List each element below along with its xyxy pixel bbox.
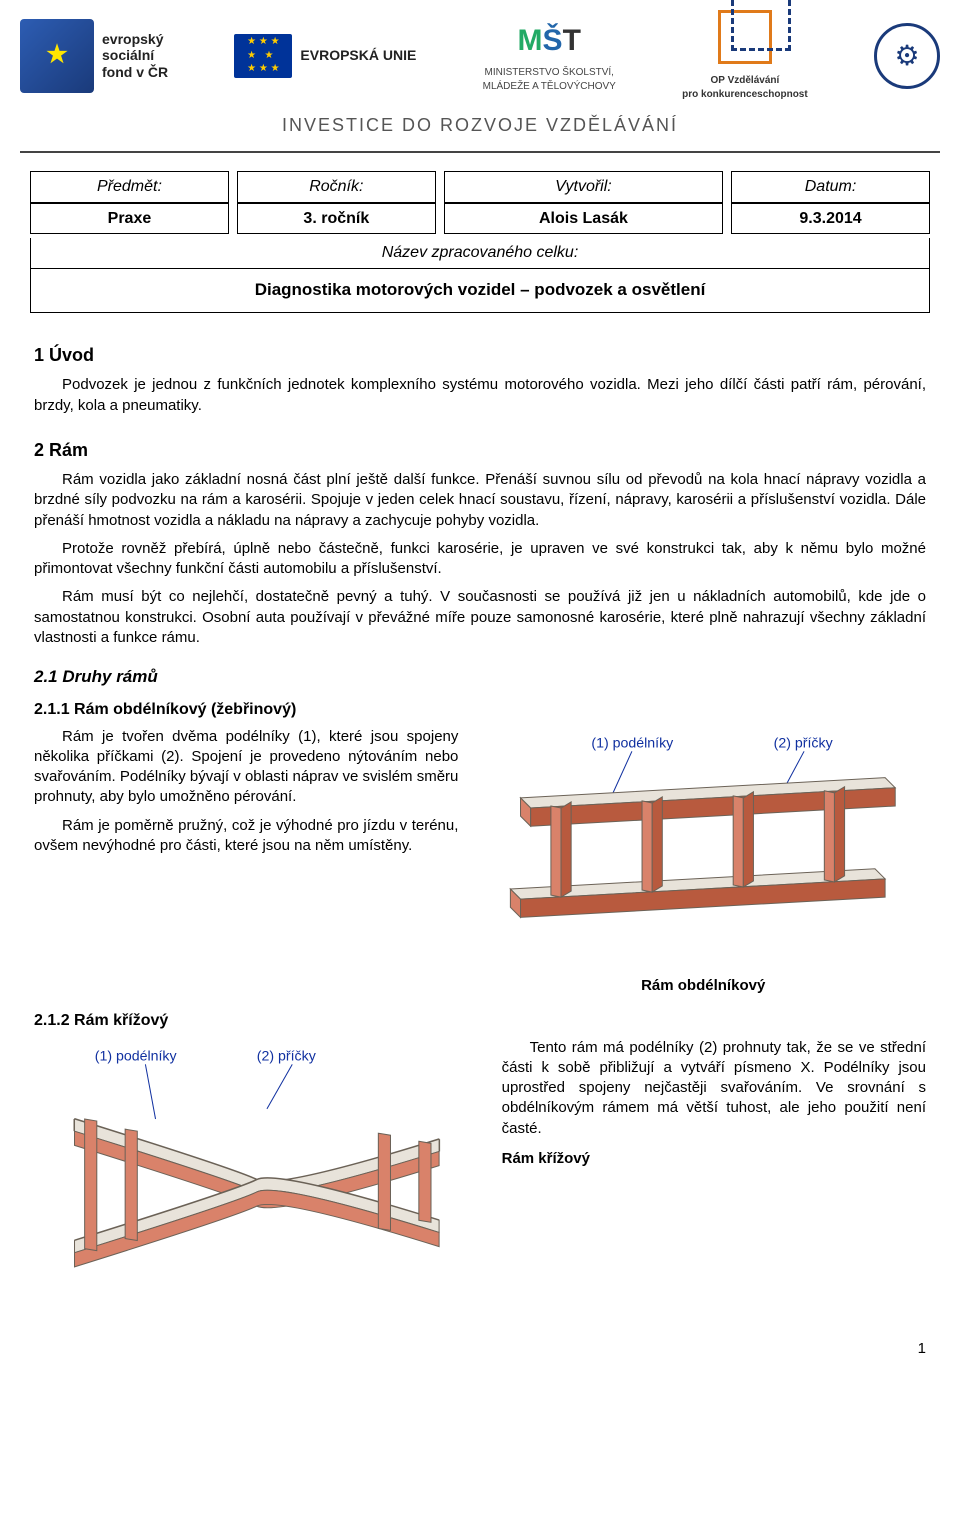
msmt-icon: MŠT: [517, 18, 581, 64]
fig1-label2: (2) příčky: [774, 735, 834, 751]
fig2-label2: (2) příčky: [257, 1048, 317, 1064]
tagline: INVESTICE DO ROZVOJE VZDĚLÁVÁNÍ: [0, 107, 960, 151]
fig-row-1: Rám je tvořen dvěma podélníky (1), které…: [34, 727, 926, 1000]
h-ram: 2 Rám: [34, 438, 926, 462]
p-ram-3: Rám musí být co nejlehčí, dostatečně pev…: [34, 587, 926, 648]
fig1-label1: (1) podélníky: [592, 735, 675, 751]
figcol-2: (1) podélníky (2) příčky: [34, 1038, 480, 1308]
meta-v3: Alois Lasák: [444, 203, 723, 235]
msmt-line2: MLÁDEŽE A TĚLOVÝCHOVY: [483, 80, 616, 94]
header-banner: ★ evropský sociální fond v ČR ★ ★ ★★ ★★ …: [0, 0, 960, 107]
op-shape-icon: [718, 10, 772, 64]
txtcol-1: Rám je tvořen dvěma podélníky (1), které…: [34, 727, 458, 865]
meta-v1: Praxe: [30, 203, 229, 235]
h-uvod: 1 Úvod: [34, 343, 926, 367]
meta-value-row: Praxe 3. ročník Alois Lasák 9.3.2014: [30, 203, 930, 235]
p-obd-2: Rám je poměrně pružný, což je výhodné pr…: [34, 816, 458, 857]
h-krizovy: 2.1.2 Rám křížový: [34, 1010, 926, 1032]
h-druhy: 2.1 Druhy rámů: [34, 666, 926, 689]
op-line2: pro konkurenceschopnost: [682, 89, 808, 100]
esf-logo: ★ evropský sociální fond v ČR: [20, 19, 168, 93]
p-ram-1: Rám vozidla jako základní nosná část pln…: [34, 470, 926, 531]
fig-row-2: (1) podélníky (2) příčky: [34, 1038, 926, 1308]
p-kriz-1: Tento rám má podélníky (2) prohnuty tak,…: [502, 1038, 926, 1139]
txtcol-2: Tento rám má podélníky (2) prohnuty tak,…: [502, 1038, 926, 1174]
h-obdelnik: 2.1.1 Rám obdélníkový (žebřinový): [34, 699, 926, 721]
meta-subhead: Název zpracovaného celku:: [30, 238, 930, 269]
meta-h4: Datum:: [731, 171, 930, 203]
content: 1 Úvod Podvozek je jednou z funkčních je…: [0, 343, 960, 1327]
meta-h3: Vytvořil:: [444, 171, 723, 203]
fig1-caption: Rám obdélníkový: [480, 976, 926, 996]
header-rule: [20, 151, 940, 153]
page-number: 1: [0, 1327, 960, 1377]
x-frame-diagram: (1) podélníky (2) příčky: [34, 1038, 480, 1301]
eu-label: EVROPSKÁ UNIE: [300, 47, 416, 64]
meta-v4: 9.3.2014: [731, 203, 930, 235]
meta-v2: 3. ročník: [237, 203, 436, 235]
esf-text: evropský sociální fond v ČR: [102, 31, 168, 81]
meta-table: Předmět: Ročník: Vytvořil: Datum: Praxe …: [30, 171, 930, 234]
op-logo: OP Vzdělávání pro konkurenceschopnost: [682, 10, 808, 101]
rect-frame-diagram: (1) podélníky (2) příčky: [480, 727, 926, 960]
eu-flag-icon: ★ ★ ★★ ★★ ★ ★: [234, 34, 292, 78]
meta-h1: Předmět:: [30, 171, 229, 203]
p-ram-2: Protože rovněž přebírá, úplně nebo částe…: [34, 539, 926, 580]
fig2-label1: (1) podélníky: [95, 1048, 178, 1064]
figcol-1: (1) podélníky (2) příčky: [480, 727, 926, 1000]
eu-label-text: EVROPSKÁ UNIE: [300, 47, 416, 63]
msmt-line1: MINISTERSTVO ŠKOLSTVÍ,: [483, 66, 616, 80]
meta-title: Diagnostika motorových vozidel – podvoze…: [30, 269, 930, 313]
fig2-caption: Rám křížový: [502, 1149, 926, 1169]
eu-logo: ★ ★ ★★ ★★ ★ ★ EVROPSKÁ UNIE: [234, 34, 416, 78]
esf-line1: evropský: [102, 31, 163, 47]
meta-header-row: Předmět: Ročník: Vytvořil: Datum:: [30, 171, 930, 203]
gear-emblem-icon: ⚙: [874, 23, 940, 89]
esf-line3: fond v ČR: [102, 64, 168, 80]
p-obd-1: Rám je tvořen dvěma podélníky (1), které…: [34, 727, 458, 808]
p-uvod-1: Podvozek je jednou z funkčních jednotek …: [34, 375, 926, 416]
meta-h2: Ročník:: [237, 171, 436, 203]
esf-line2: sociální: [102, 47, 154, 63]
esf-star-icon: ★: [20, 19, 94, 93]
msmt-logo: MŠT MINISTERSTVO ŠKOLSTVÍ, MLÁDEŽE A TĚL…: [483, 18, 616, 93]
op-line1: OP Vzdělávání: [711, 75, 780, 86]
